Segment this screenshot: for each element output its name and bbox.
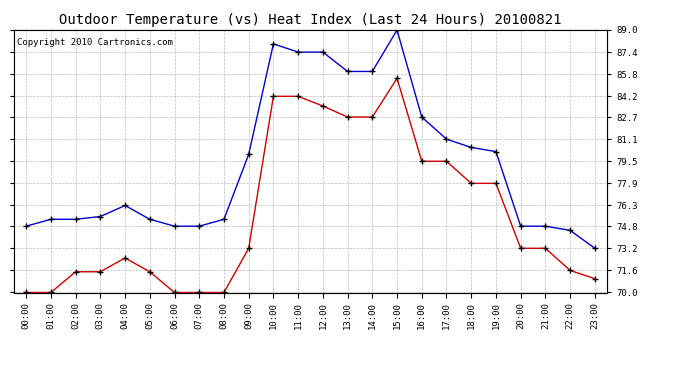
Title: Outdoor Temperature (vs) Heat Index (Last 24 Hours) 20100821: Outdoor Temperature (vs) Heat Index (Las…: [59, 13, 562, 27]
Text: Copyright 2010 Cartronics.com: Copyright 2010 Cartronics.com: [17, 38, 172, 47]
